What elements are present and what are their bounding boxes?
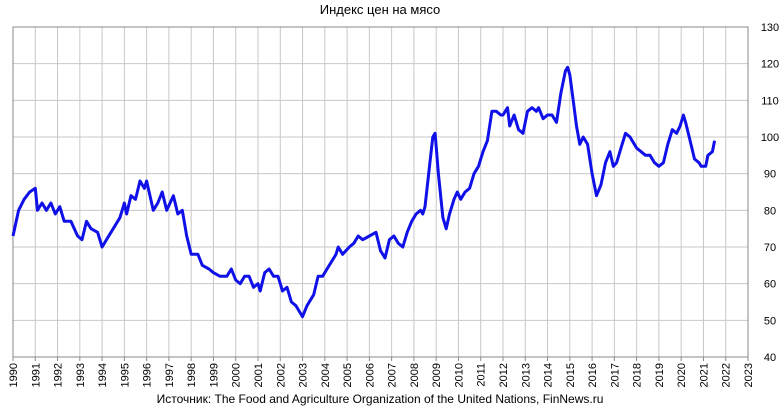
x-tick-label: 2011 bbox=[476, 363, 488, 387]
plot-frame bbox=[12, 26, 749, 358]
x-tick-label: 2005 bbox=[342, 363, 354, 387]
y-tick-label: 60 bbox=[764, 279, 776, 291]
x-tick-label: 2014 bbox=[543, 363, 555, 387]
x-tick-label: 2015 bbox=[565, 363, 577, 387]
x-tick-label: 2019 bbox=[654, 363, 666, 387]
x-tick-label: 1999 bbox=[208, 363, 220, 387]
x-tick-label: 2003 bbox=[298, 363, 310, 387]
x-tick-label: 2016 bbox=[587, 363, 599, 387]
x-tick-label: 2017 bbox=[609, 363, 621, 387]
x-tick-label: 2000 bbox=[231, 363, 243, 387]
x-tick-label: 2018 bbox=[632, 363, 644, 387]
y-tick-label: 80 bbox=[764, 205, 776, 217]
x-tick-label: 1991 bbox=[30, 363, 42, 387]
chart-title: Индекс цен на мясо bbox=[320, 2, 440, 17]
x-tick-label: 2010 bbox=[453, 363, 465, 387]
x-tick-label: 2012 bbox=[498, 363, 510, 387]
x-tick-label: 2002 bbox=[275, 363, 287, 387]
x-tick-label: 1992 bbox=[53, 363, 65, 387]
x-tick-label: 2006 bbox=[364, 363, 376, 387]
x-tick-label: 1997 bbox=[164, 363, 176, 387]
x-tick-label: 2021 bbox=[698, 363, 710, 387]
y-tick-label: 120 bbox=[761, 59, 779, 71]
x-tick-label: 1998 bbox=[186, 363, 198, 387]
x-tick-label: 2022 bbox=[721, 363, 733, 387]
y-tick-label: 40 bbox=[764, 352, 776, 364]
y-tick-label: 90 bbox=[764, 169, 776, 181]
x-tick-label: 2004 bbox=[320, 363, 332, 387]
x-tick-label: 1994 bbox=[97, 363, 109, 387]
y-tick-label: 70 bbox=[764, 242, 776, 254]
source: Источник: The Food and Agriculture Organ… bbox=[157, 392, 604, 406]
x-tick-label: 2023 bbox=[743, 363, 755, 387]
y-tick-label: 50 bbox=[764, 315, 776, 327]
y-tick-label: 130 bbox=[761, 22, 779, 34]
data-line bbox=[11, 65, 717, 319]
y-tick-label: 110 bbox=[761, 95, 779, 107]
x-tick-label: 1990 bbox=[8, 363, 20, 387]
x-tick-label: 2001 bbox=[253, 363, 265, 387]
x-tick-label: 2009 bbox=[431, 363, 443, 387]
x-tick-label: 2008 bbox=[409, 363, 421, 387]
x-tick-label: 1993 bbox=[75, 363, 87, 387]
x-tick-label: 2007 bbox=[387, 363, 399, 387]
x-tick-label: 1995 bbox=[119, 363, 131, 387]
x-tick-label: 2013 bbox=[520, 363, 532, 387]
y-tick-label: 100 bbox=[761, 132, 779, 144]
x-tick-label: 2020 bbox=[676, 363, 688, 387]
x-tick-label: 1996 bbox=[142, 363, 154, 387]
